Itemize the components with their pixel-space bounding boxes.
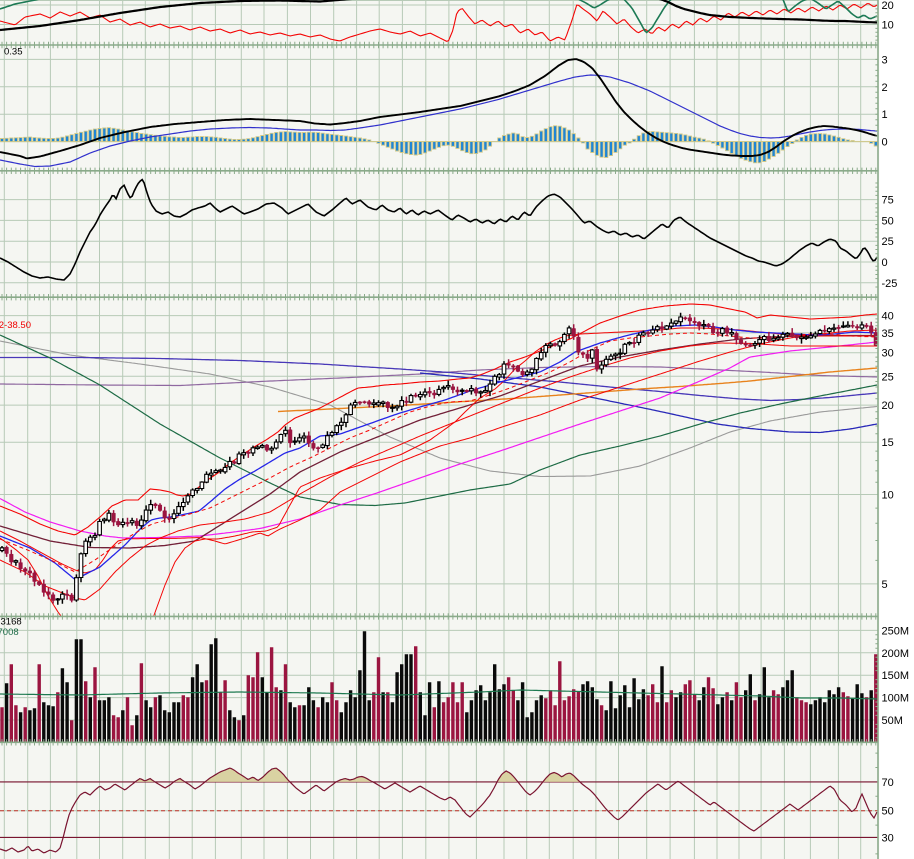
svg-text:100M: 100M: [882, 693, 910, 705]
svg-text:0: 0: [882, 257, 888, 269]
svg-text:30: 30: [882, 348, 894, 360]
svg-text:20: 20: [882, 400, 894, 412]
svg-text:40: 40: [882, 311, 894, 323]
svg-text:70: 70: [882, 777, 894, 789]
svg-text:-25: -25: [882, 278, 898, 290]
svg-text:0: 0: [882, 137, 888, 149]
svg-text:15: 15: [882, 437, 894, 449]
svg-text:25: 25: [882, 236, 894, 248]
svg-text:75: 75: [882, 195, 894, 207]
svg-text:250M: 250M: [882, 625, 910, 637]
svg-text:2: 2: [882, 82, 888, 94]
svg-text:02-38.50: 02-38.50: [0, 320, 31, 331]
svg-text:7008: 7008: [0, 627, 19, 638]
svg-text:30: 30: [882, 832, 894, 844]
svg-text:50M: 50M: [882, 715, 903, 727]
svg-text:35: 35: [882, 328, 894, 340]
svg-text:1: 1: [882, 109, 888, 121]
svg-text:150M: 150M: [882, 670, 910, 682]
svg-text:10: 10: [882, 20, 894, 32]
svg-text:50: 50: [882, 215, 894, 227]
svg-text:10: 10: [882, 489, 894, 501]
svg-text:200M: 200M: [882, 648, 910, 660]
svg-text:5: 5: [882, 579, 888, 591]
svg-text:25: 25: [882, 371, 894, 383]
svg-text:0.35: 0.35: [4, 47, 23, 58]
svg-text:3168: 3168: [1, 617, 22, 628]
svg-text:50: 50: [882, 806, 894, 818]
svg-text:20: 20: [882, 0, 894, 12]
svg-text:3: 3: [882, 54, 888, 66]
